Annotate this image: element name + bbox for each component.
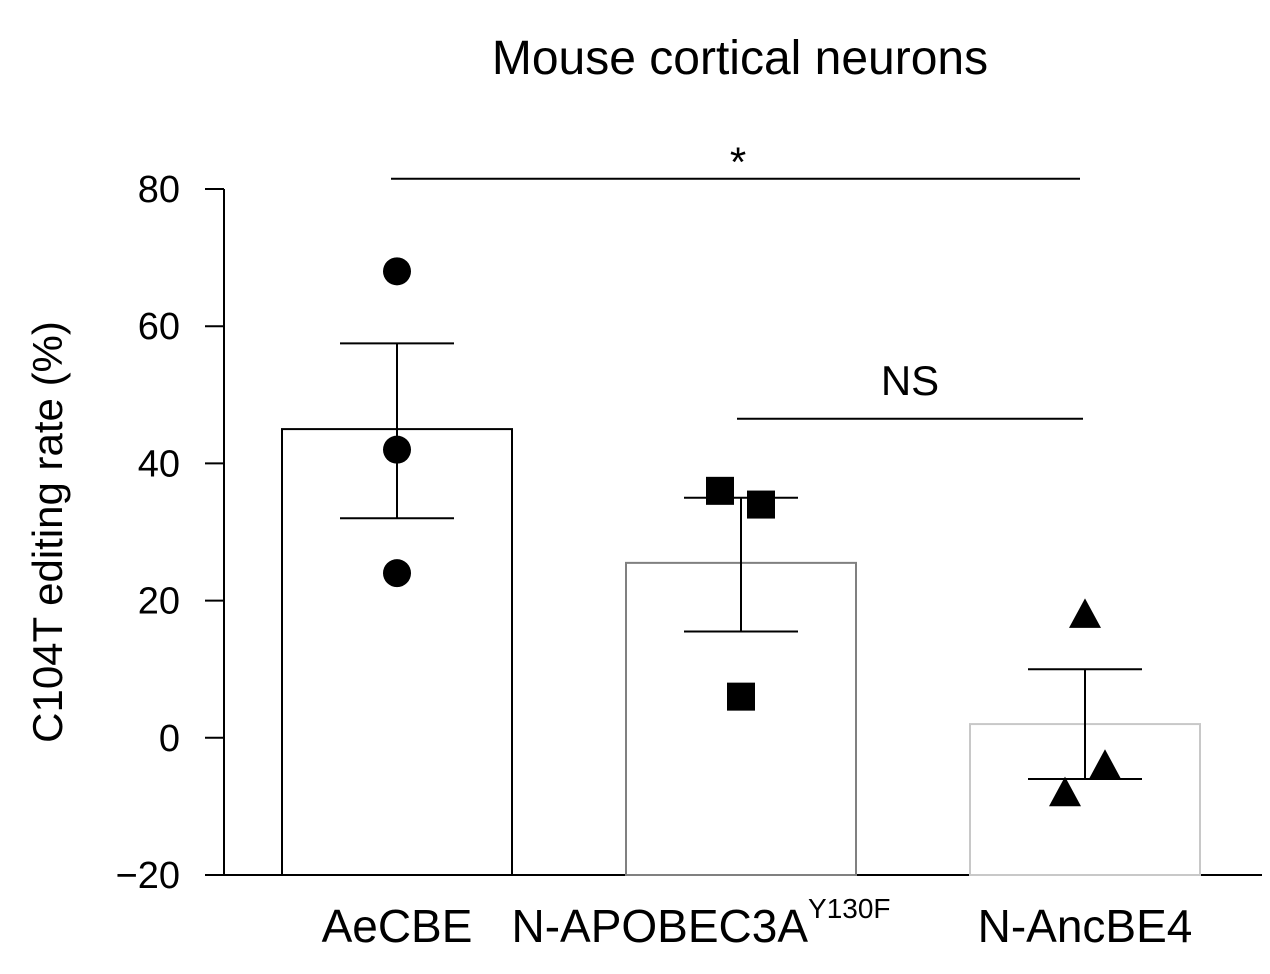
data-point-square — [727, 682, 755, 711]
category-label: AeCBE — [322, 900, 473, 952]
category-labels: AeCBE N-APOBEC3AY130F N-AncBE4 — [322, 893, 1193, 952]
data-point-circle — [383, 559, 411, 588]
bars — [281, 428, 1201, 877]
significance-label: NS — [881, 357, 939, 404]
data-point-circle — [383, 257, 411, 286]
category-label: N-APOBEC3AY130F — [511, 893, 890, 952]
data-point-triangle — [1089, 749, 1121, 779]
data-point-square — [706, 476, 734, 505]
y-tick-label: 40 — [138, 443, 180, 485]
category-label-superscript: Y130F — [808, 893, 891, 924]
y-tick-label: 80 — [138, 169, 180, 211]
chart-title: Mouse cortical neurons — [492, 32, 988, 85]
y-axis-label: C104T editing rate (%) — [24, 321, 71, 743]
data-point-circle — [383, 435, 411, 464]
y-tick-label: 20 — [138, 581, 180, 623]
y-tick-label: −20 — [116, 855, 180, 897]
y-tick-label: 0 — [159, 718, 180, 760]
significance-markers: * NS — [391, 139, 1083, 420]
error-bars — [340, 342, 1142, 780]
data-point-square — [747, 490, 775, 519]
y-ticks: −20 0 20 40 60 80 — [116, 169, 224, 897]
significance-label: * — [730, 139, 746, 186]
data-points — [383, 257, 1121, 807]
category-label: N-AncBE4 — [978, 900, 1193, 952]
y-tick-label: 60 — [138, 306, 180, 348]
data-point-triangle — [1049, 776, 1081, 807]
data-point-triangle — [1069, 598, 1101, 628]
